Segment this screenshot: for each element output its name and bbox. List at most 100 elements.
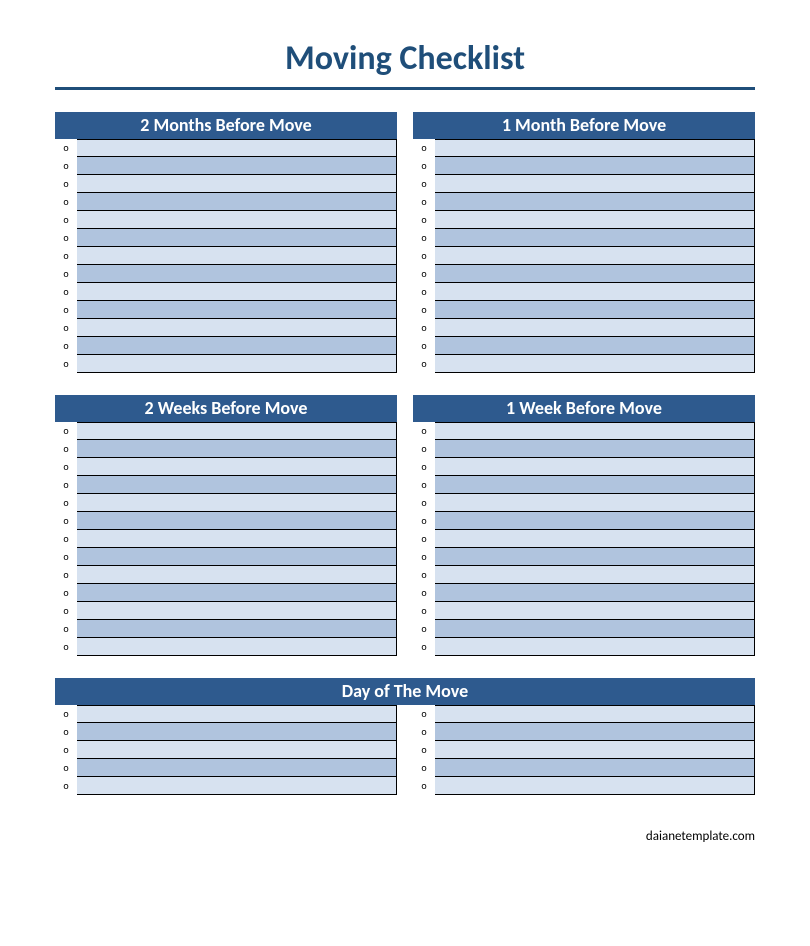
checklist-row[interactable]: o — [413, 705, 755, 723]
checklist-cell[interactable] — [77, 705, 397, 723]
checklist-cell[interactable] — [77, 494, 397, 512]
checklist-cell[interactable] — [435, 283, 755, 301]
checklist-cell[interactable] — [435, 175, 755, 193]
checklist-row[interactable]: o — [55, 175, 397, 193]
checklist-cell[interactable] — [77, 620, 397, 638]
checklist-row[interactable]: o — [55, 476, 397, 494]
checklist-cell[interactable] — [435, 211, 755, 229]
checklist-row[interactable]: o — [413, 584, 755, 602]
checklist-row[interactable]: o — [413, 638, 755, 656]
checklist-row[interactable]: o — [413, 193, 755, 211]
checklist-row[interactable]: o — [55, 283, 397, 301]
checklist-row[interactable]: o — [55, 337, 397, 355]
checklist-cell[interactable] — [435, 247, 755, 265]
checklist-cell[interactable] — [77, 319, 397, 337]
checklist-row[interactable]: o — [55, 157, 397, 175]
checklist-cell[interactable] — [435, 512, 755, 530]
checklist-cell[interactable] — [435, 759, 755, 777]
checklist-row[interactable]: o — [413, 283, 755, 301]
checklist-row[interactable]: o — [55, 759, 397, 777]
checklist-row[interactable]: o — [55, 584, 397, 602]
checklist-cell[interactable] — [77, 476, 397, 494]
checklist-cell[interactable] — [435, 337, 755, 355]
checklist-cell[interactable] — [77, 301, 397, 319]
checklist-row[interactable]: o — [413, 247, 755, 265]
checklist-cell[interactable] — [77, 422, 397, 440]
checklist-row[interactable]: o — [55, 247, 397, 265]
checklist-row[interactable]: o — [55, 620, 397, 638]
checklist-cell[interactable] — [435, 458, 755, 476]
checklist-cell[interactable] — [77, 229, 397, 247]
checklist-cell[interactable] — [77, 777, 397, 795]
checklist-row[interactable]: o — [413, 759, 755, 777]
checklist-cell[interactable] — [435, 584, 755, 602]
checklist-cell[interactable] — [435, 265, 755, 283]
checklist-cell[interactable] — [435, 193, 755, 211]
checklist-row[interactable]: o — [55, 422, 397, 440]
checklist-cell[interactable] — [435, 620, 755, 638]
checklist-cell[interactable] — [435, 476, 755, 494]
checklist-row[interactable]: o — [413, 620, 755, 638]
checklist-row[interactable]: o — [413, 494, 755, 512]
checklist-row[interactable]: o — [413, 301, 755, 319]
checklist-cell[interactable] — [77, 283, 397, 301]
checklist-cell[interactable] — [77, 548, 397, 566]
checklist-cell[interactable] — [435, 440, 755, 458]
checklist-cell[interactable] — [77, 337, 397, 355]
checklist-cell[interactable] — [77, 584, 397, 602]
checklist-cell[interactable] — [77, 211, 397, 229]
checklist-cell[interactable] — [435, 157, 755, 175]
checklist-row[interactable]: o — [55, 319, 397, 337]
checklist-row[interactable]: o — [413, 530, 755, 548]
checklist-row[interactable]: o — [55, 723, 397, 741]
checklist-row[interactable]: o — [55, 777, 397, 795]
checklist-row[interactable]: o — [55, 741, 397, 759]
checklist-row[interactable]: o — [55, 193, 397, 211]
checklist-cell[interactable] — [435, 494, 755, 512]
checklist-row[interactable]: o — [55, 355, 397, 373]
checklist-cell[interactable] — [77, 638, 397, 656]
checklist-row[interactable]: o — [55, 494, 397, 512]
checklist-row[interactable]: o — [55, 229, 397, 247]
checklist-cell[interactable] — [435, 705, 755, 723]
checklist-cell[interactable] — [77, 157, 397, 175]
checklist-cell[interactable] — [435, 602, 755, 620]
checklist-row[interactable]: o — [55, 211, 397, 229]
checklist-cell[interactable] — [435, 422, 755, 440]
checklist-cell[interactable] — [77, 530, 397, 548]
checklist-cell[interactable] — [77, 723, 397, 741]
checklist-row[interactable]: o — [413, 512, 755, 530]
checklist-cell[interactable] — [77, 265, 397, 283]
checklist-cell[interactable] — [77, 512, 397, 530]
checklist-row[interactable]: o — [413, 175, 755, 193]
checklist-row[interactable]: o — [413, 422, 755, 440]
checklist-row[interactable]: o — [413, 337, 755, 355]
checklist-cell[interactable] — [77, 759, 397, 777]
checklist-row[interactable]: o — [55, 512, 397, 530]
checklist-cell[interactable] — [77, 193, 397, 211]
checklist-row[interactable]: o — [413, 139, 755, 157]
checklist-row[interactable]: o — [413, 723, 755, 741]
checklist-cell[interactable] — [77, 602, 397, 620]
checklist-row[interactable]: o — [413, 458, 755, 476]
checklist-row[interactable]: o — [413, 566, 755, 584]
checklist-cell[interactable] — [77, 139, 397, 157]
checklist-cell[interactable] — [435, 355, 755, 373]
checklist-row[interactable]: o — [413, 157, 755, 175]
checklist-cell[interactable] — [77, 458, 397, 476]
checklist-row[interactable]: o — [413, 602, 755, 620]
checklist-cell[interactable] — [435, 530, 755, 548]
checklist-cell[interactable] — [77, 175, 397, 193]
checklist-cell[interactable] — [77, 247, 397, 265]
checklist-row[interactable]: o — [55, 139, 397, 157]
checklist-cell[interactable] — [77, 355, 397, 373]
checklist-cell[interactable] — [435, 638, 755, 656]
checklist-row[interactable]: o — [55, 638, 397, 656]
checklist-row[interactable]: o — [413, 355, 755, 373]
checklist-cell[interactable] — [435, 548, 755, 566]
checklist-row[interactable]: o — [413, 211, 755, 229]
checklist-row[interactable]: o — [55, 440, 397, 458]
checklist-row[interactable]: o — [55, 602, 397, 620]
checklist-cell[interactable] — [435, 566, 755, 584]
checklist-cell[interactable] — [435, 139, 755, 157]
